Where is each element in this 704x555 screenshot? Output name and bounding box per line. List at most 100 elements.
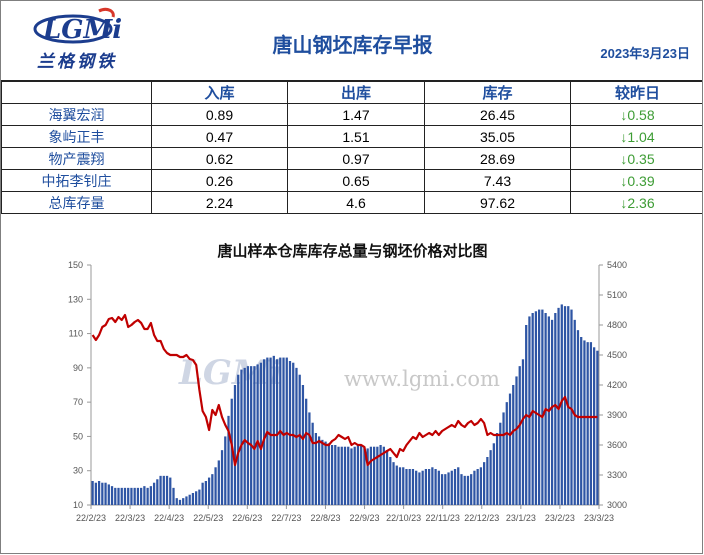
inventory-bar — [224, 436, 227, 505]
inventory-bar — [347, 446, 350, 505]
inventory-bar — [427, 469, 431, 505]
inventory-bar — [521, 359, 525, 505]
inventory-bar — [114, 487, 117, 505]
inventory-bar — [395, 465, 398, 505]
inventory-bar — [541, 309, 544, 505]
inventory-bar — [466, 475, 470, 505]
inventory-bar — [169, 477, 172, 505]
logo-text: 兰格钢铁 — [37, 52, 117, 72]
inventory-bar — [104, 482, 107, 505]
inventory-bar — [110, 486, 114, 505]
left-tick-label: 110 — [69, 329, 83, 339]
inventory-bar — [512, 385, 515, 505]
inventory-bar — [162, 475, 165, 505]
left-tick-label: 50 — [73, 431, 83, 441]
logo-mark-text: LGMi — [42, 15, 122, 45]
right-tick-label: 4200 — [607, 380, 627, 390]
inventory-bar — [301, 385, 305, 505]
warehouse-name: 物产震翔 — [1, 147, 152, 170]
inventory-bar — [415, 470, 418, 505]
change-value: ↓0.35 — [570, 147, 702, 170]
inventory-bar — [340, 446, 343, 505]
warehouse-name: 象屿正丰 — [1, 125, 152, 148]
inventory-bar — [573, 319, 576, 505]
inventory-bar — [408, 469, 411, 505]
inventory-bar — [583, 340, 586, 505]
right-tick-label: 3000 — [607, 500, 627, 510]
inventory-bar — [207, 477, 211, 505]
left-tick-label: 150 — [68, 260, 83, 270]
inventory-bar — [143, 486, 146, 505]
inventory-bar — [282, 357, 285, 505]
inventory-bar — [470, 474, 473, 505]
inventory-bar — [198, 489, 201, 505]
inventory-bar — [250, 366, 253, 505]
inventory-bar — [476, 469, 479, 505]
inventory-bar — [550, 319, 554, 505]
x-tick-label: 22/5/23 — [193, 513, 223, 523]
inventory-bar — [243, 367, 246, 505]
inventory-bar — [457, 467, 460, 505]
inventory-bar — [515, 376, 518, 505]
inventory-bar — [356, 445, 360, 505]
column-header: 库存 — [424, 81, 571, 104]
inventory-bar — [538, 309, 541, 505]
lgmi-logo: LGMi — [33, 7, 122, 45]
inventory-bar — [528, 316, 531, 505]
inventory-bar — [305, 398, 308, 505]
inventory-bar — [563, 306, 567, 505]
table-header-row: 入库 出库 库存 较昨日 — [1, 81, 702, 104]
left-tick-label: 70 — [73, 397, 83, 407]
inventory-bar — [172, 487, 175, 505]
stock-table: 入库 出库 库存 较昨日 海翼宏润 0.89 1.47 26.45 ↓0.58 … — [1, 81, 702, 214]
x-tick-label: 22/6/23 — [232, 513, 262, 523]
x-tick-label: 22/12/23 — [464, 513, 499, 523]
inventory-bar — [363, 446, 366, 505]
inventory-bar — [308, 412, 311, 505]
inventory-bar — [159, 475, 162, 505]
inventory-bar — [334, 445, 337, 505]
inventory-bar — [385, 450, 389, 505]
table-row: 中拓李钊庄 0.26 0.65 7.43 ↓0.39 — [1, 169, 702, 192]
inventory-bar — [101, 482, 104, 505]
inventory-bar — [269, 357, 272, 505]
inventory-bar — [136, 487, 140, 505]
report-title: 唐山钢坯库存早报 — [272, 35, 433, 57]
inventory-bar — [460, 474, 463, 505]
inventory-bar — [324, 441, 327, 505]
inventory-bar — [191, 493, 195, 505]
left-tick-label: 10 — [73, 500, 83, 510]
inventory-bar — [554, 313, 557, 505]
right-tick-label: 5100 — [607, 290, 627, 300]
inventory-bar — [534, 311, 538, 505]
inventory-bar — [123, 487, 127, 505]
right-tick-label: 3600 — [607, 440, 627, 450]
inventory-bar — [107, 484, 110, 505]
x-tick-label: 22/2/23 — [76, 513, 106, 523]
watermark-text: www.lgmi.com — [344, 367, 500, 391]
inventory-bar — [195, 491, 198, 505]
inventory-bar — [421, 470, 424, 505]
inventory-bar — [505, 402, 508, 505]
inventory-bar — [314, 433, 318, 505]
inventory-bar — [272, 355, 275, 505]
chart-title: 唐山样本仓库库存总量与钢坯价格对比图 — [217, 243, 488, 260]
inventory-bar — [227, 415, 230, 505]
inventory-bar — [97, 481, 101, 505]
inventory-bar — [133, 487, 136, 505]
inventory-bar — [570, 309, 573, 505]
inventory-bar — [298, 374, 301, 505]
left-tick-label: 130 — [68, 294, 83, 304]
inventory-bar — [149, 486, 152, 505]
inventory-bar — [596, 350, 599, 505]
inventory-bar — [211, 474, 214, 505]
inventory-bar — [440, 474, 444, 505]
inventory-bar — [486, 457, 489, 505]
x-tick-label: 22/8/23 — [310, 513, 340, 523]
inventory-bar — [217, 460, 220, 505]
inventory-bar — [185, 496, 188, 505]
inventory-bar — [311, 422, 314, 505]
inventory-bar — [246, 366, 250, 505]
inventory-bar — [450, 470, 453, 505]
